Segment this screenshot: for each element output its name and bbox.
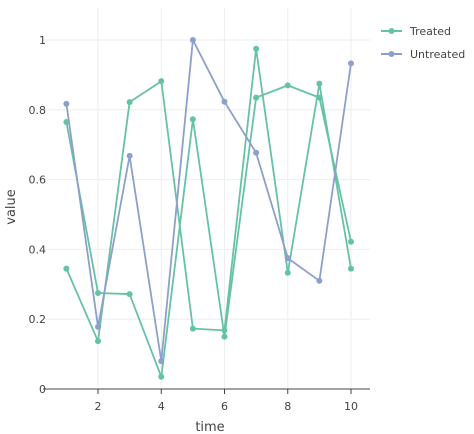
data-point [158,373,165,380]
data-point [348,238,354,245]
x-tick-label: 10 [344,400,358,413]
data-point [95,290,101,297]
data-point [316,80,323,87]
x-tick-label: 6 [221,400,228,413]
legend-swatch-marker [388,51,395,57]
series-lines [63,37,354,380]
data-point [189,37,196,43]
data-point [95,323,101,330]
series-line [65,84,352,378]
x-axis-title: time [195,420,224,434]
data-point [95,338,101,345]
data-point [284,269,291,276]
y-tick-label: 1 [39,34,46,47]
data-point [221,327,228,334]
legend-swatch-marker [388,28,395,34]
data-point [284,255,291,262]
data-point [253,149,260,156]
legend: Treated Untreated [381,25,465,61]
y-tick-label: 0.2 [29,313,47,326]
legend-item-untreated[interactable]: Untreated [381,48,465,61]
data-point [63,265,70,272]
data-point [189,116,196,123]
x-tick-label: 4 [158,400,165,413]
data-point [158,358,165,365]
y-tick-label: 0 [39,383,46,396]
legend-item-treated[interactable]: Treated [381,25,451,38]
data-point [126,291,133,298]
x-tick-label: 2 [95,400,102,413]
data-point [221,98,228,105]
y-tick-label: 0.8 [29,104,47,117]
data-point [284,82,291,89]
x-tick-label: 8 [284,400,291,413]
data-point [189,325,196,332]
data-point [126,152,133,159]
data-point [316,277,323,284]
axes: 0 0.2 0.4 0.6 0.8 1 2 4 6 8 10 [29,34,370,413]
data-point [348,265,354,272]
y-axis-title: value [4,189,19,225]
data-point [253,94,260,101]
series-untreated-2 [63,37,354,365]
legend-label: Untreated [410,48,465,61]
legend-label: Treated [409,25,451,38]
data-point [158,78,165,85]
y-tick-label: 0.4 [29,243,47,256]
series-line [65,39,352,363]
data-point [63,100,70,107]
data-point [126,99,133,106]
data-point [221,333,228,340]
data-point [253,45,260,52]
series-line [65,47,352,343]
data-point [348,60,354,67]
series-treated-1 [63,45,354,345]
series-treated-0 [63,82,354,380]
grid-lines [43,8,370,389]
y-tick-label: 0.6 [29,174,47,187]
